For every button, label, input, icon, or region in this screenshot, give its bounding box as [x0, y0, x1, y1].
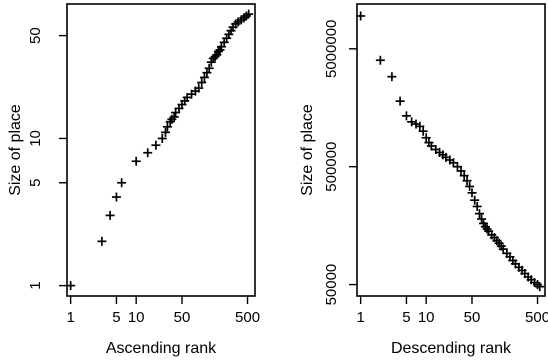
data-point-asc-25: [204, 63, 214, 73]
data-point-asc-4: [117, 178, 127, 188]
data-point-desc-3: [395, 96, 405, 106]
x-tick-label: 500: [525, 309, 548, 326]
data-point-desc-21: [462, 176, 472, 186]
x-axis-title: Ascending rank: [106, 340, 217, 357]
data-point-desc-0: [356, 11, 366, 21]
data-point-desc-22: [465, 181, 475, 191]
data-point-asc-9: [160, 127, 170, 137]
data-point-desc-1: [375, 55, 385, 65]
x-tick-label: 10: [418, 309, 435, 326]
x-tick-label: 1: [356, 309, 364, 326]
data-point-asc-7: [151, 140, 161, 150]
y-tick-label: 5: [27, 179, 44, 187]
data-point-desc-5: [407, 117, 417, 127]
x-tick-label: 5: [402, 309, 410, 326]
x-tick-label: 1: [66, 309, 74, 326]
plot-frame: [66, 3, 256, 297]
y-tick-label: 500000: [323, 142, 340, 192]
data-point-desc-26: [474, 209, 484, 219]
data-point-asc-0: [66, 281, 76, 291]
data-point-desc-24: [470, 195, 480, 205]
data-point-asc-5: [131, 156, 141, 166]
data-point-desc-49: [535, 282, 545, 292]
data-point-asc-10: [162, 122, 172, 132]
left-panel-ascending-rank: 1 5 10 50 500 1 5 10 50 Ascending rank Size of pla…: [7, 3, 260, 357]
data-point-desc-2: [387, 72, 397, 82]
data-point-asc-3: [111, 192, 121, 202]
data-point-desc-8: [418, 126, 428, 136]
right-panel-descending-rank: 1 5 10 50 500 50000 500000 5000000 Descending ra…: [299, 3, 548, 357]
y-tick-label: 10: [27, 130, 44, 147]
x-tick-label: 10: [128, 309, 145, 326]
data-point-asc-8: [157, 133, 167, 143]
data-point-desc-9: [421, 133, 431, 143]
data-point-desc-27: [477, 214, 487, 224]
data-point-asc-22: [197, 78, 207, 88]
data-point-asc-6: [143, 148, 153, 158]
data-point-asc-2: [105, 210, 115, 220]
data-point-asc-30: [213, 46, 223, 56]
data-point-desc-30: [482, 224, 492, 234]
x-axis-title: Descending rank: [391, 340, 512, 357]
y-tick-label: 5000000: [323, 20, 340, 78]
data-point-asc-43: [244, 9, 254, 19]
data-point-desc-23: [467, 188, 477, 198]
y-axis-title: Size of place: [299, 104, 316, 196]
data-point-asc-23: [199, 72, 209, 82]
data-point-desc-19: [456, 166, 466, 176]
x-tick-label: 50: [174, 309, 191, 326]
plot-frame: [356, 3, 546, 297]
x-tick-label: 5: [112, 309, 120, 326]
y-tick-label: 50000: [323, 264, 340, 306]
data-point-asc-13: [169, 112, 179, 122]
data-point-desc-4: [401, 111, 411, 121]
data-point-desc-7: [415, 121, 425, 131]
data-point-asc-21: [194, 83, 204, 93]
x-tick-label: 50: [464, 309, 481, 326]
data-point-desc-20: [459, 171, 469, 181]
data-point-asc-1: [97, 236, 107, 246]
y-axis-title: Size of place: [7, 104, 24, 196]
data-point-desc-25: [472, 201, 482, 211]
y-tick-label: 1: [27, 281, 44, 289]
data-point-asc-28: [210, 52, 220, 62]
y-tick-label: 50: [27, 27, 44, 44]
data-point-desc-17: [448, 158, 458, 168]
x-tick-label: 500: [235, 309, 260, 326]
